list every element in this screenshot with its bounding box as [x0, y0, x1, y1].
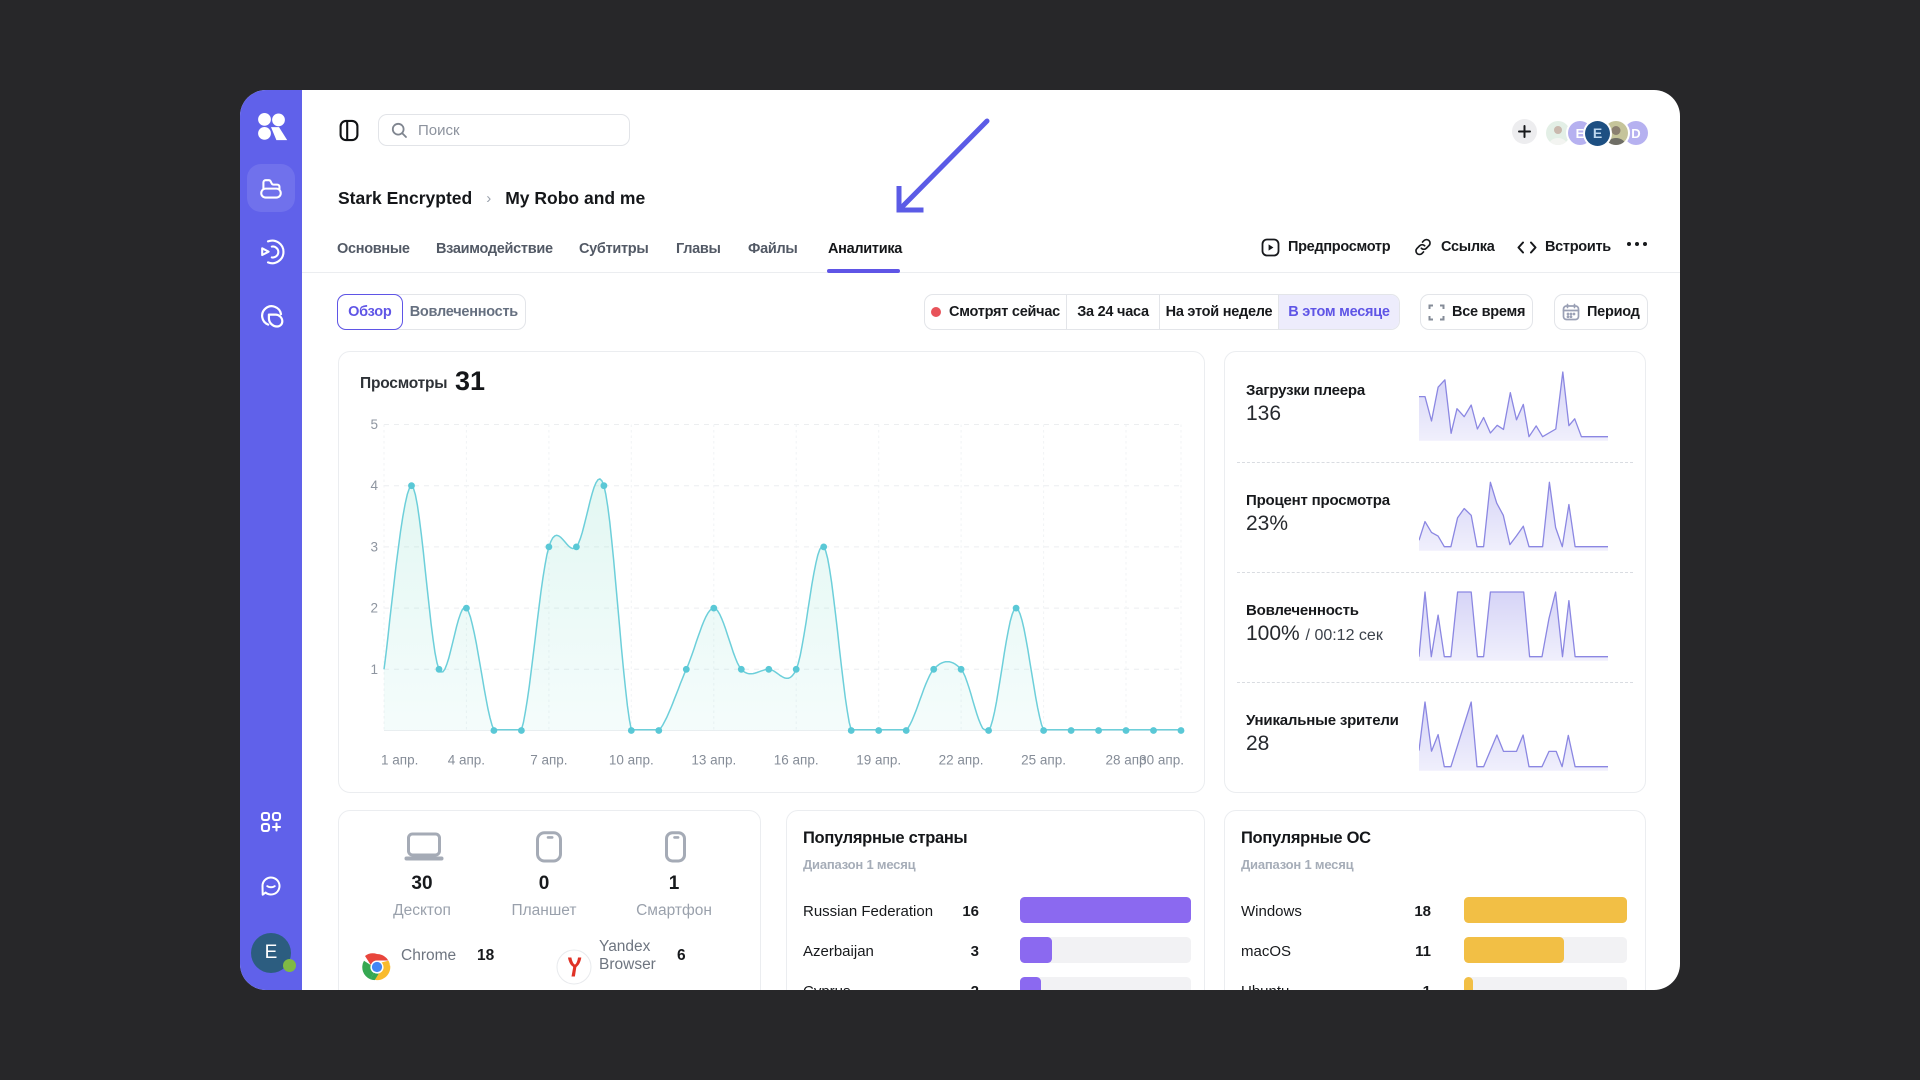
svg-text:4: 4: [370, 478, 378, 493]
svg-text:7 апр.: 7 апр.: [530, 753, 567, 768]
svg-text:1 апр.: 1 апр.: [381, 753, 418, 768]
svg-text:1: 1: [370, 662, 378, 677]
svg-text:25 апр.: 25 апр.: [1021, 753, 1066, 768]
svg-text:19 апр.: 19 апр.: [856, 753, 901, 768]
svg-text:22 апр.: 22 апр.: [939, 753, 984, 768]
svg-text:28 апр: 28 апр: [1105, 753, 1146, 768]
svg-text:4 апр.: 4 апр.: [448, 753, 485, 768]
svg-text:2: 2: [370, 601, 378, 616]
svg-text:10 апр.: 10 апр.: [609, 753, 654, 768]
svg-text:3: 3: [370, 539, 378, 554]
svg-text:5: 5: [370, 417, 378, 432]
svg-text:16 апр.: 16 апр.: [774, 753, 819, 768]
svg-text:30 апр.: 30 апр.: [1139, 753, 1184, 768]
svg-text:13 апр.: 13 апр.: [691, 753, 736, 768]
